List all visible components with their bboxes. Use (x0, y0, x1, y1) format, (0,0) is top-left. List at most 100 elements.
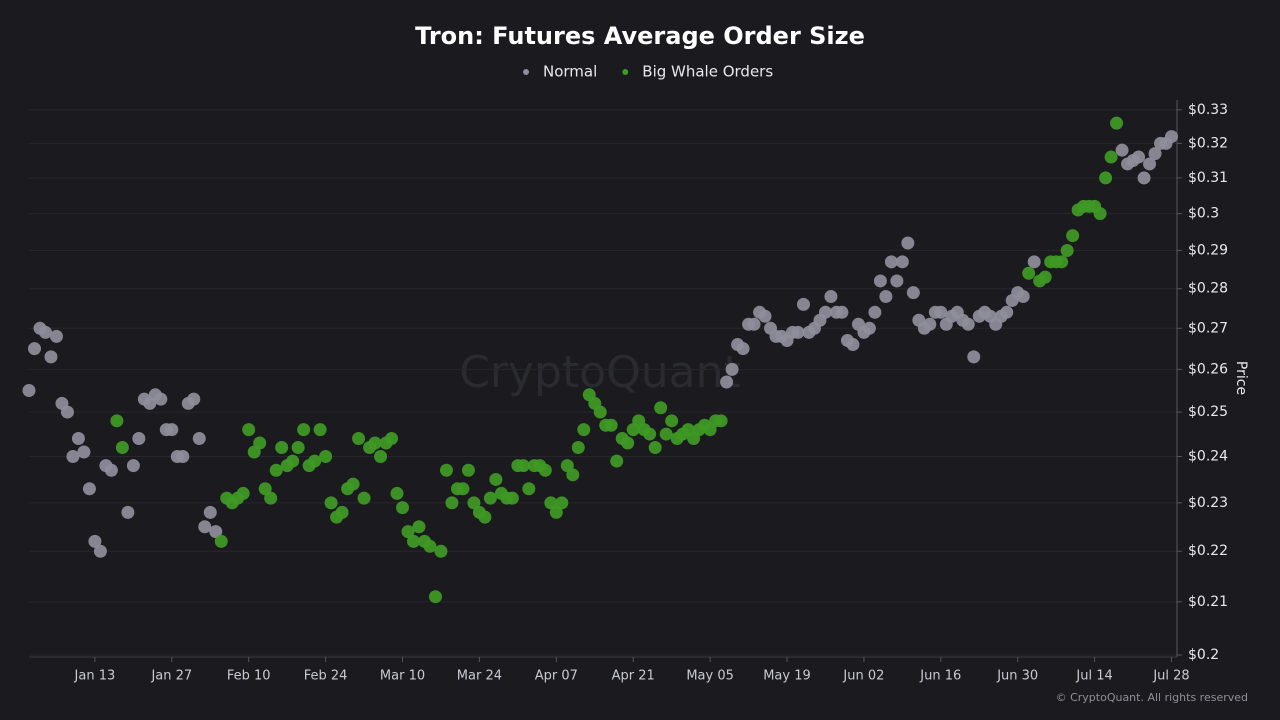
data-point (846, 338, 860, 352)
data-point (319, 450, 333, 464)
data-point (286, 454, 300, 468)
x-tick-label: May 19 (763, 669, 811, 684)
x-tick-label: Jul 14 (1075, 669, 1112, 684)
data-point (93, 544, 107, 558)
data-point (505, 491, 519, 505)
y-tick-label: $0.21 (1188, 594, 1228, 610)
x-tick-label: Jan 27 (150, 669, 192, 684)
y-tick-label: $0.24 (1188, 449, 1228, 465)
data-point (544, 496, 558, 510)
data-point (868, 305, 882, 319)
y-tick-label: $0.23 (1188, 495, 1228, 511)
data-point (1016, 290, 1030, 304)
data-point (198, 520, 212, 534)
data-point (60, 405, 74, 419)
data-point (1027, 255, 1041, 269)
data-point (901, 236, 915, 250)
x-tick-label: Jun 30 (996, 669, 1038, 684)
x-tick-label: Jun 16 (919, 669, 961, 684)
data-point (1060, 244, 1074, 258)
data-point (714, 414, 728, 428)
data-point (104, 463, 118, 477)
data-point (346, 477, 360, 491)
data-point (434, 544, 448, 558)
data-point (1093, 207, 1107, 221)
data-point (374, 450, 388, 464)
data-point (214, 534, 228, 548)
y-tick-label: $0.3 (1188, 206, 1219, 222)
y-tick-label: $0.2 (1188, 647, 1219, 663)
data-point (1038, 270, 1052, 284)
data-point (121, 505, 135, 519)
data-point (516, 459, 530, 473)
data-point (291, 440, 305, 454)
x-tick-label: Apr 07 (535, 669, 578, 684)
data-point (269, 463, 283, 477)
y-tick-label: $0.22 (1188, 543, 1228, 559)
data-point (796, 297, 810, 311)
data-point (862, 321, 876, 335)
data-point (1110, 116, 1124, 130)
data-point (258, 482, 272, 496)
x-tick-label: May 05 (686, 669, 734, 684)
data-point (187, 392, 201, 406)
data-point (1000, 305, 1014, 319)
data-point (352, 432, 366, 446)
x-tick-label: Mar 24 (457, 669, 502, 684)
data-point (906, 286, 920, 300)
data-point (654, 401, 668, 415)
chart-title: Tron: Futures Average Order Size (415, 22, 865, 50)
data-point (1137, 171, 1151, 185)
data-point (967, 350, 981, 364)
data-point (873, 274, 887, 288)
data-point (818, 305, 832, 319)
x-tick-label: Mar 10 (380, 669, 425, 684)
data-point (445, 496, 459, 510)
legend-label: Big Whale Orders (642, 63, 773, 81)
data-point (1165, 130, 1179, 144)
data-point (396, 501, 410, 515)
legend-marker (523, 69, 529, 75)
y-tick-label: $0.25 (1188, 404, 1228, 420)
data-point (1143, 157, 1157, 171)
y-tick-label: $0.29 (1188, 243, 1228, 259)
data-point (467, 496, 481, 510)
y-tick-label: $0.33 (1188, 102, 1228, 118)
data-point (824, 290, 838, 304)
legend-label: Normal (543, 63, 597, 81)
data-point (483, 491, 497, 505)
data-point (385, 432, 399, 446)
data-point (357, 491, 371, 505)
data-point (253, 436, 267, 450)
data-point (88, 534, 102, 548)
data-point (758, 309, 772, 323)
y-tick-label: $0.31 (1188, 170, 1228, 186)
data-point (132, 432, 146, 446)
data-point (406, 534, 420, 548)
data-point (439, 463, 453, 477)
data-point (890, 274, 904, 288)
data-point (115, 440, 129, 454)
data-point (522, 482, 536, 496)
data-point (242, 423, 256, 437)
data-point (747, 317, 761, 331)
data-point (324, 496, 338, 510)
data-point (49, 329, 63, 343)
data-point (478, 510, 492, 524)
data-point (1099, 171, 1113, 185)
data-point (461, 463, 475, 477)
data-point (665, 414, 679, 428)
data-point (884, 255, 898, 269)
x-tick-label: Apr 21 (612, 669, 655, 684)
watermark: CryptoQuant (459, 347, 741, 398)
data-point (154, 392, 168, 406)
data-point (423, 539, 437, 553)
data-point (489, 472, 503, 486)
data-point (720, 375, 734, 389)
data-point (659, 427, 673, 441)
data-point (879, 290, 893, 304)
data-point (412, 520, 426, 534)
